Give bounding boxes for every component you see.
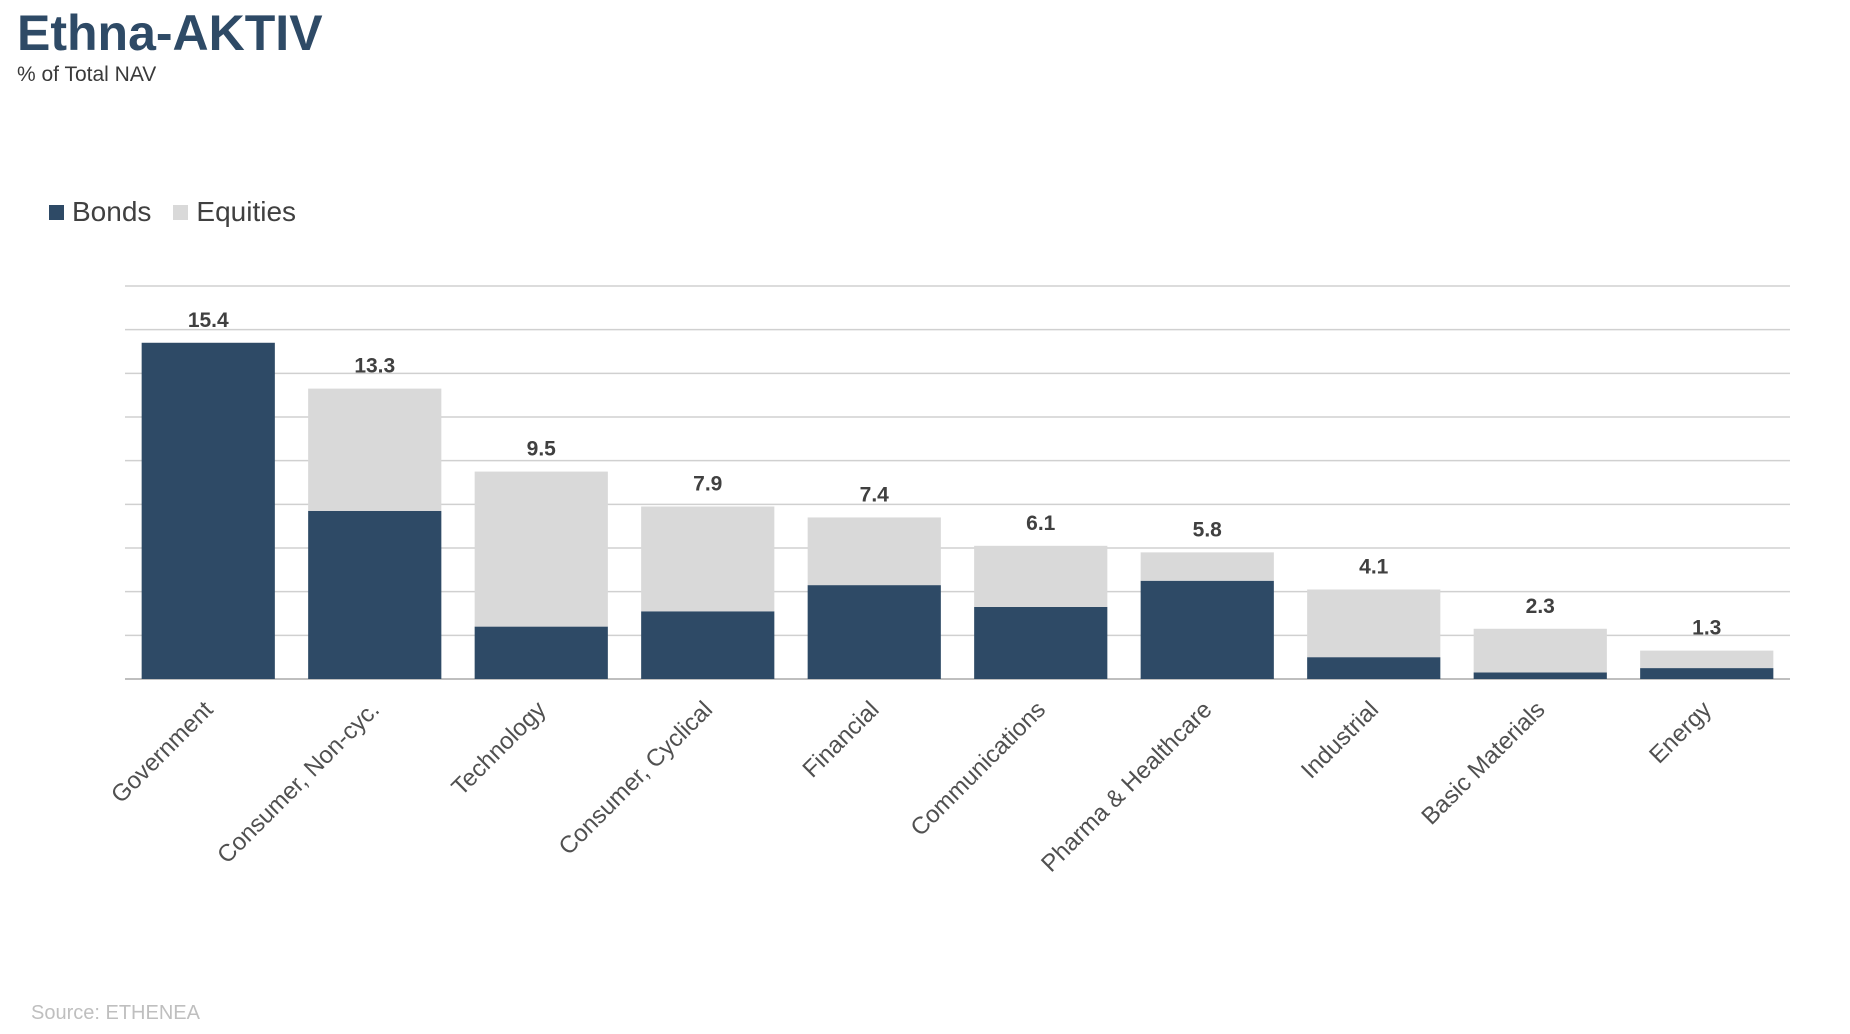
chart-title: Ethna-AKTIV (17, 5, 323, 61)
data-label-total: 1.3 (1692, 617, 1721, 640)
legend-item-bonds: Bonds (49, 196, 151, 228)
legend-item-equities: Equities (173, 196, 296, 228)
data-label-total: 7.4 (860, 483, 890, 506)
legend-label-bonds: Bonds (72, 196, 152, 227)
bar-equities (807, 517, 941, 586)
x-tick-label: Consumer, Non-cyc. (212, 696, 385, 869)
x-tick-label: Basic Materials (1416, 696, 1550, 830)
x-tick-label: Technology (447, 696, 552, 801)
legend: Bonds Equities (49, 196, 318, 228)
chart-subtitle: % of Total NAV (17, 63, 157, 86)
bar-bonds (641, 611, 775, 679)
bar-equities (1473, 628, 1607, 673)
data-label-total: 9.5 (527, 438, 557, 461)
bar-bonds (1473, 672, 1607, 679)
bar-bonds (308, 510, 442, 679)
bar-equities (474, 471, 608, 627)
x-tick-label: Communications (906, 696, 1051, 841)
x-tick-label: Energy (1644, 696, 1717, 769)
legend-label-equities: Equities (196, 196, 297, 227)
x-tick-label: Pharma & Healthcare (1036, 696, 1217, 877)
legend-swatch-equities (173, 204, 189, 220)
bar-equities (1640, 650, 1774, 669)
data-label-total: 13.3 (354, 355, 395, 378)
bar-equities (308, 388, 442, 511)
data-label-total: 6.1 (1026, 512, 1056, 535)
bar-bonds (1140, 580, 1274, 679)
bar-equities (1307, 589, 1441, 658)
legend-swatch-bonds (49, 204, 64, 220)
bar-bonds (807, 585, 941, 679)
x-tick-label: Industrial (1296, 696, 1384, 784)
data-label-total: 7.9 (693, 473, 722, 496)
bar-bonds (1307, 657, 1441, 679)
bar-equities (974, 545, 1108, 607)
data-label-total: 4.1 (1359, 555, 1389, 578)
bar-bonds (141, 342, 275, 679)
bar-equities (641, 506, 775, 612)
bar-bonds (474, 626, 608, 679)
x-tick-label: Government (106, 696, 219, 809)
x-tick-label: Financial (797, 696, 884, 783)
source-note: Source: ETHENEA (31, 1002, 200, 1024)
bar-bonds (974, 606, 1108, 679)
data-label-total: 15.4 (188, 309, 229, 332)
data-label-total: 5.8 (1193, 518, 1223, 541)
x-tick-label: Consumer, Cyclical (554, 696, 718, 860)
data-label-total: 2.3 (1526, 595, 1555, 618)
bar-equities (1140, 552, 1274, 581)
bar-bonds (1640, 668, 1774, 679)
